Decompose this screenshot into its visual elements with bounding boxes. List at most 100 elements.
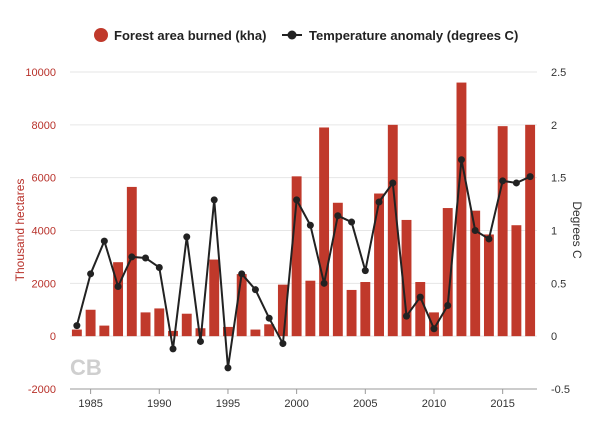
bar-2011: [442, 208, 453, 337]
right-axis-title: Degrees C: [570, 201, 584, 259]
point-1988: [128, 253, 136, 261]
x-tick-label: 1985: [78, 398, 102, 410]
bar-2010: [429, 312, 439, 337]
x-tick-label: 1990: [147, 398, 171, 410]
point-2015: [499, 177, 507, 185]
bar-1987: [113, 262, 124, 337]
point-2016: [512, 179, 520, 187]
point-1998: [265, 314, 273, 322]
bar-1988: [126, 186, 137, 337]
right-tick-label: 0.5: [551, 278, 566, 290]
left-tick-label: 8000: [32, 120, 56, 132]
point-2003: [334, 212, 342, 220]
point-2004: [348, 218, 356, 226]
bar-2007: [387, 124, 398, 337]
point-2011: [444, 302, 452, 310]
bar-1998: [264, 324, 275, 337]
bar-1996: [236, 274, 247, 337]
point-1994: [210, 196, 218, 204]
point-1992: [183, 233, 191, 241]
left-tick-label: 10000: [25, 67, 56, 79]
bar-2013: [470, 210, 481, 337]
point-1996: [238, 270, 246, 278]
bar-2006: [374, 193, 384, 337]
bar-2012: [456, 82, 467, 337]
point-1985: [87, 270, 95, 278]
point-1986: [100, 237, 108, 245]
point-2009: [416, 293, 424, 301]
left-axis-ticks: -2000 0 2000 4000 6000 8000 10000: [25, 67, 56, 396]
legend-line-label: Temperature anomaly (degrees C): [309, 28, 518, 43]
bar-2009: [415, 282, 426, 337]
line-series: [73, 156, 534, 372]
x-tick-label: 2015: [490, 398, 514, 410]
right-tick-label: 1: [551, 226, 557, 238]
right-tick-label: 2: [551, 120, 557, 132]
bar-2014: [483, 234, 494, 337]
right-tick-label: -0.5: [551, 384, 570, 396]
x-tick-label: 1995: [216, 398, 240, 410]
point-2014: [485, 235, 493, 243]
legend-bar-label: Forest area burned (kha): [114, 28, 266, 43]
left-axis-title: Thousand hectares: [13, 179, 27, 282]
right-axis-ticks: -0.5 0 0.5 1 1.5 2 2.5: [551, 67, 570, 396]
bar-1995: [223, 326, 233, 337]
left-tick-label: 6000: [32, 173, 56, 185]
point-1987: [114, 283, 122, 291]
legend-bar-swatch: [94, 28, 108, 42]
bar-2005: [360, 282, 371, 337]
gridlines: [70, 71, 537, 390]
temperature-line: [75, 158, 531, 369]
bar-1997: [250, 329, 261, 337]
point-2008: [403, 312, 411, 320]
point-2007: [389, 179, 397, 187]
bar-1986: [99, 325, 110, 337]
bar-1999: [277, 284, 288, 337]
x-tick-label: 2010: [422, 398, 446, 410]
point-1984: [73, 322, 81, 330]
bar-1992: [181, 313, 192, 337]
bar-2004: [346, 289, 357, 337]
x-tick-label: 2005: [353, 398, 377, 410]
point-2000: [293, 196, 301, 204]
left-tick-label: -2000: [28, 384, 56, 396]
bar-1991: [168, 330, 178, 337]
point-2013: [471, 227, 479, 234]
x-axis-ticks: 1985 1990 1995 2000 2005 2010 2015: [78, 389, 515, 410]
left-tick-label: 4000: [32, 226, 56, 238]
point-2006: [375, 198, 383, 206]
point-2012: [457, 156, 465, 164]
bar-1984: [71, 329, 82, 337]
point-1997: [251, 286, 259, 294]
bar-2001: [305, 280, 316, 337]
point-2002: [320, 279, 328, 287]
left-tick-label: 0: [50, 331, 56, 343]
bar-series: [71, 82, 536, 337]
left-tick-label: 2000: [32, 278, 56, 290]
bar-1990: [154, 308, 165, 337]
bar-2008: [401, 219, 412, 337]
right-tick-label: 1.5: [551, 173, 566, 185]
point-1989: [142, 254, 150, 262]
x-tick-label: 2000: [284, 398, 308, 410]
right-tick-label: 2.5: [551, 67, 566, 79]
bar-1994: [209, 259, 220, 337]
legend: Forest area burned (kha) Temperature ano…: [94, 28, 518, 43]
bar-2000: [291, 176, 302, 337]
point-2010: [430, 325, 438, 333]
right-tick-label: 0: [551, 331, 557, 343]
bar-1989: [140, 312, 151, 337]
watermark-logo: CB: [70, 355, 102, 380]
point-1995: [224, 364, 232, 372]
bar-2015: [497, 126, 508, 337]
bar-2017: [525, 124, 536, 337]
bar-2003: [332, 202, 343, 337]
point-2005: [361, 267, 369, 275]
point-1990: [155, 263, 163, 271]
legend-line-marker: [287, 30, 297, 40]
point-2017: [526, 173, 534, 181]
bar-2016: [511, 225, 522, 337]
point-2001: [306, 221, 314, 229]
point-1991: [169, 345, 177, 353]
